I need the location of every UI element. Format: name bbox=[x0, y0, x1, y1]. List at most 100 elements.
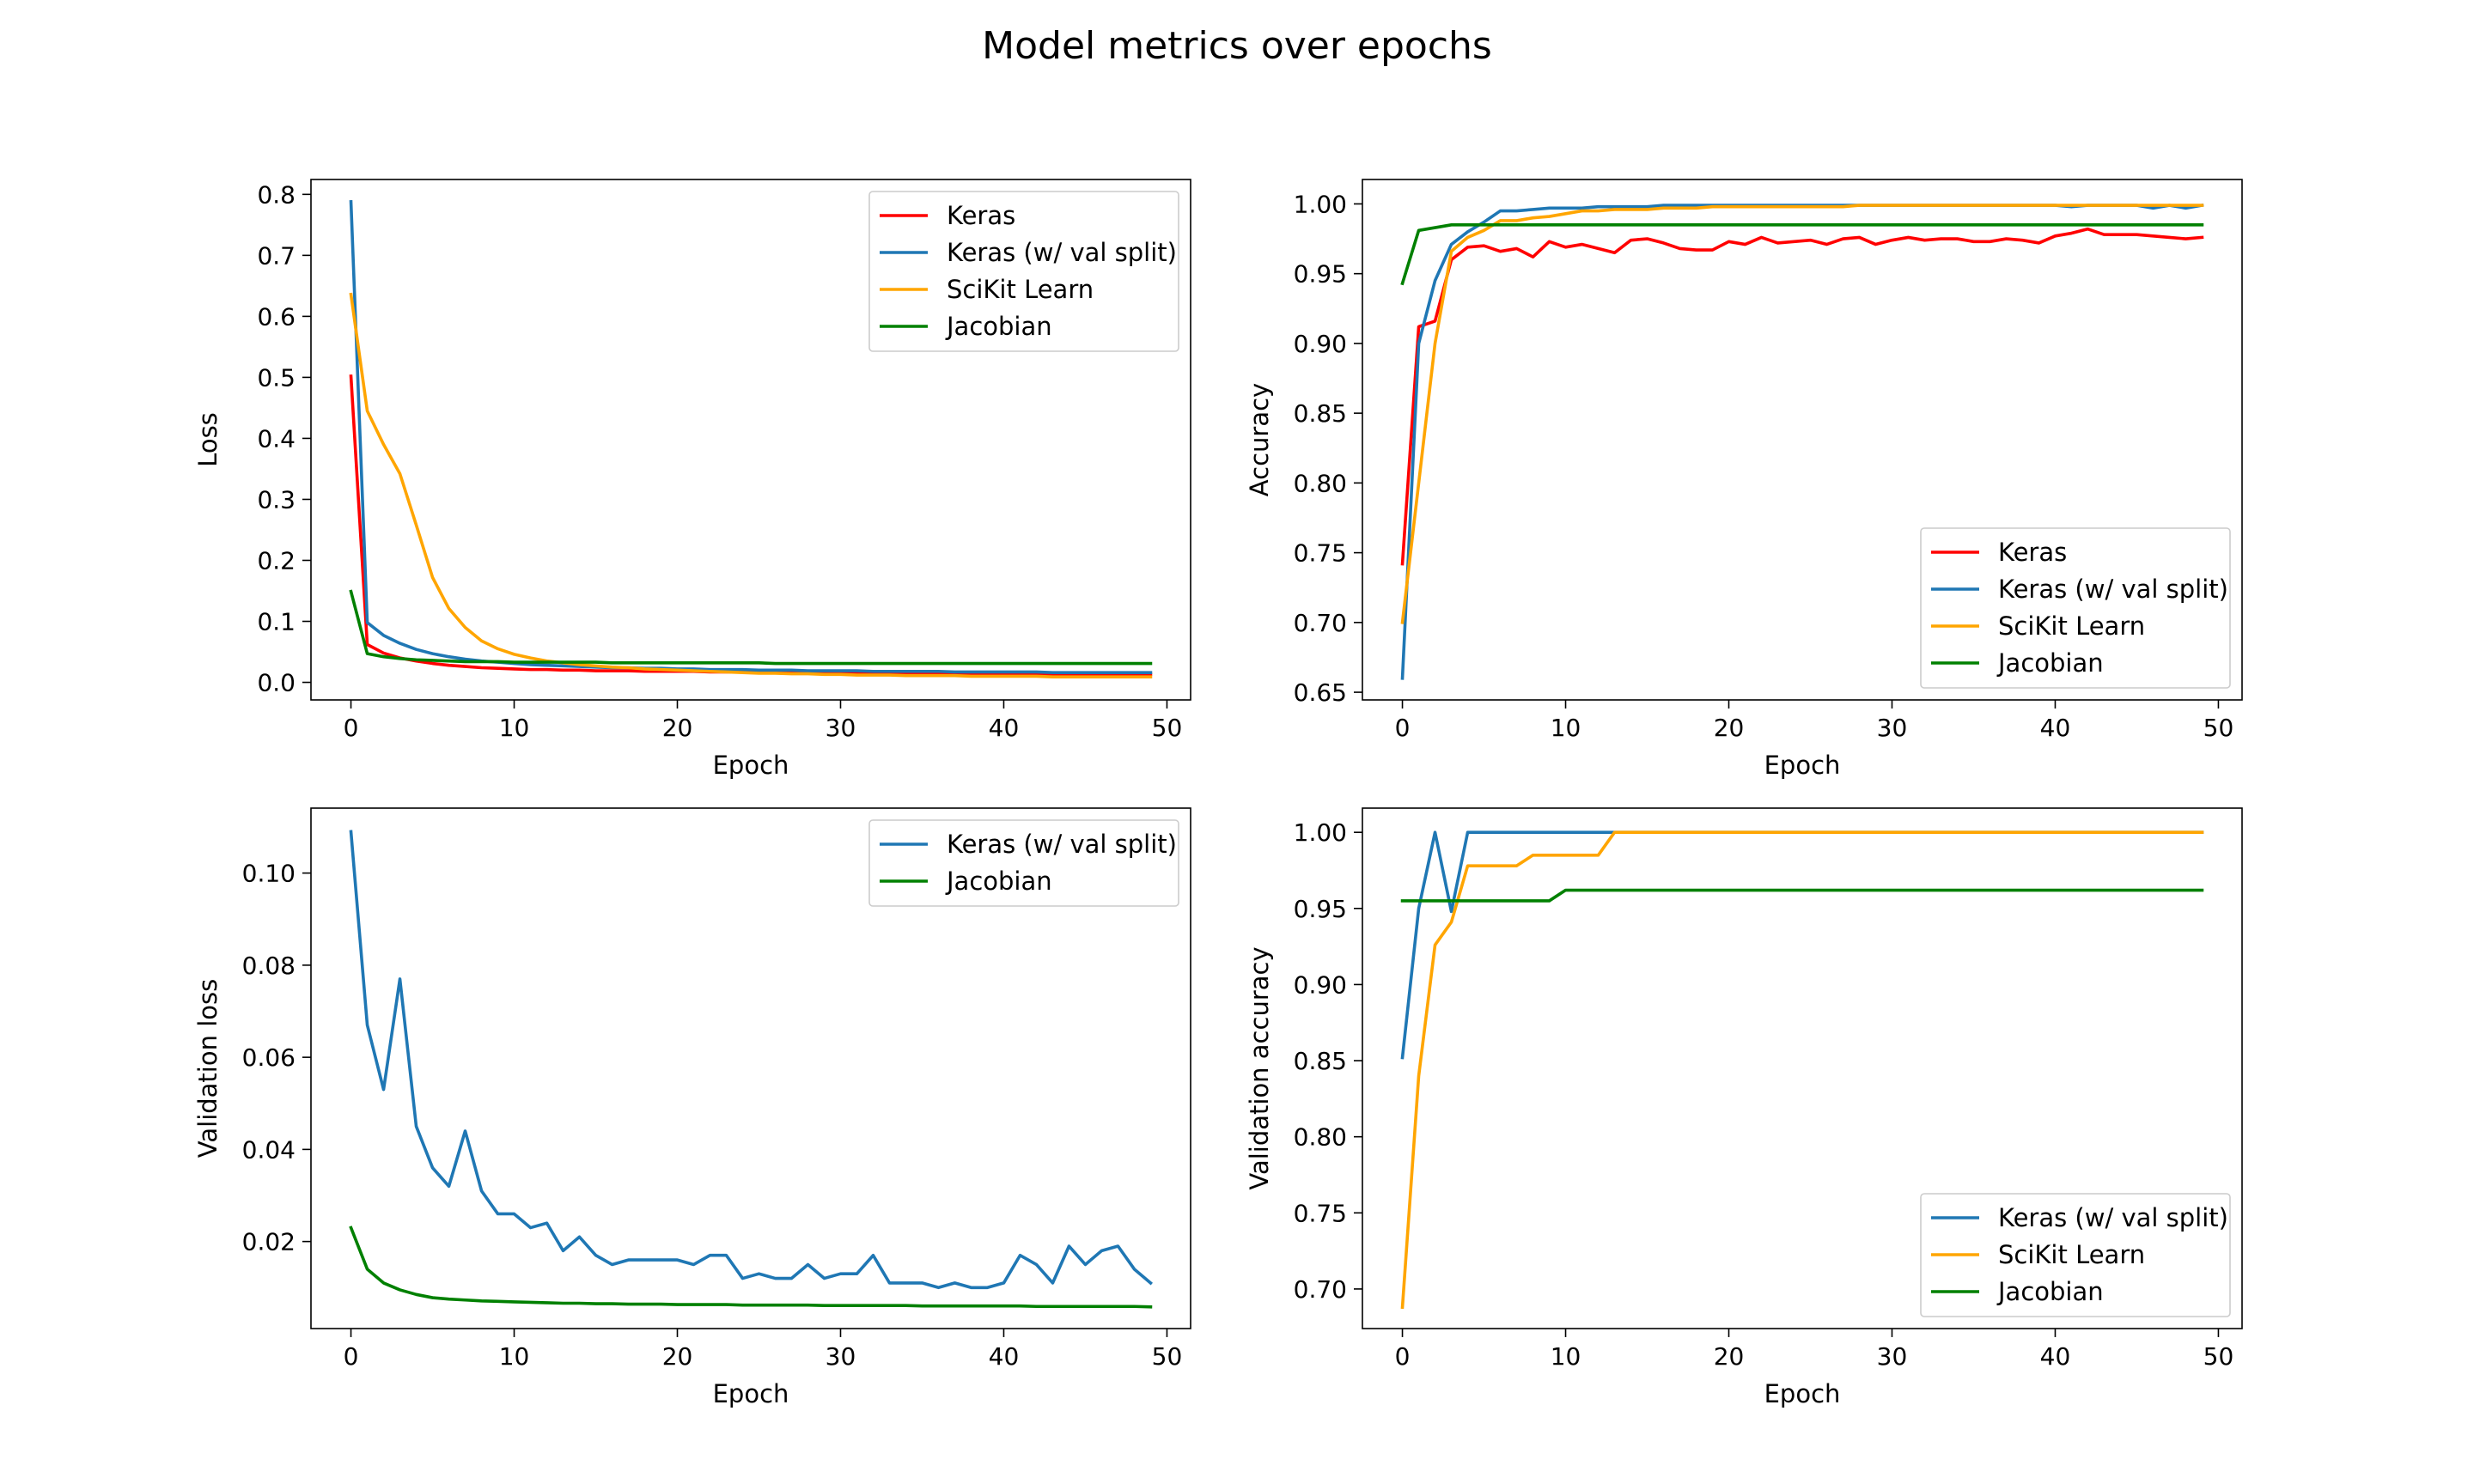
y-tick-label: 0.02 bbox=[242, 1228, 296, 1256]
legend-label: Keras (w/ val split) bbox=[1998, 575, 2228, 604]
y-tick-label: 1.00 bbox=[1294, 190, 1347, 218]
x-tick-label: 40 bbox=[989, 714, 1020, 742]
x-tick-label: 0 bbox=[344, 714, 359, 742]
x-tick-label: 30 bbox=[1877, 714, 1908, 742]
legend: Keras Keras (w/ val split) SciKit Learn Jac… bbox=[1920, 527, 2231, 689]
x-tick-label: 0 bbox=[1395, 714, 1411, 742]
y-tick-label: 0.4 bbox=[257, 424, 296, 453]
legend-box bbox=[1920, 527, 2231, 689]
x-tick-label: 0 bbox=[344, 1342, 359, 1371]
y-tick-label: 0.0 bbox=[257, 669, 296, 697]
legend-label: SciKit Learn bbox=[947, 275, 1094, 304]
series-line-jacobian bbox=[349, 1226, 1153, 1309]
legend-label: Keras bbox=[947, 201, 1015, 230]
x-tick-label: 20 bbox=[662, 1342, 693, 1371]
y-tick-label: 0.70 bbox=[1294, 1275, 1347, 1304]
x-tick-label: 30 bbox=[826, 714, 856, 742]
y-tick-label: 0.85 bbox=[1294, 399, 1347, 428]
x-tick-label: 30 bbox=[826, 1342, 856, 1371]
y-tick-label: 0.10 bbox=[242, 860, 296, 888]
y-tick-label: 0.85 bbox=[1294, 1047, 1347, 1075]
figure-title: Model metrics over epochs bbox=[982, 24, 1492, 68]
axes-frame bbox=[310, 807, 1191, 1329]
x-tick-label: 50 bbox=[2203, 1342, 2234, 1371]
legend-box bbox=[868, 819, 1179, 907]
legend: Keras Keras (w/ val split) SciKit Learn Jac… bbox=[868, 191, 1179, 352]
x-tick-label: 50 bbox=[1152, 1342, 1183, 1371]
legend: Keras (w/ val split) Jacobian bbox=[868, 819, 1179, 907]
subplot-loss: 0 10 20 30 40 50 0.0 0.1 0.2 0.3 0.4 0.5 0.6 0.7 0.8 Ep… bbox=[193, 179, 1191, 780]
x-tick-label: 10 bbox=[499, 1342, 530, 1371]
x-tick-label: 20 bbox=[1714, 1342, 1745, 1371]
x-axis-label: Epoch bbox=[1764, 751, 1841, 780]
legend-label: SciKit Learn bbox=[1998, 1240, 2145, 1269]
y-tick-label: 1.00 bbox=[1294, 818, 1347, 847]
x-tick-label: 20 bbox=[662, 714, 693, 742]
y-tick-label: 0.75 bbox=[1294, 539, 1347, 568]
y-tick-label: 0.95 bbox=[1294, 260, 1347, 289]
subplots: 0 10 20 30 40 50 0.0 0.1 0.2 0.3 0.4 0.5 0.6 0.7 0.8 Ep… bbox=[193, 179, 2243, 1408]
y-axis-label: Validation accuracy bbox=[1245, 946, 1274, 1189]
legend-label: Jacobian bbox=[1996, 1277, 2104, 1306]
y-tick-label: 0.80 bbox=[1294, 469, 1347, 497]
x-axis-label: Epoch bbox=[713, 1379, 789, 1408]
x-axis-label: Epoch bbox=[1764, 1379, 1841, 1408]
y-tick-label: 0.6 bbox=[257, 302, 296, 331]
y-tick-label: 0.95 bbox=[1294, 895, 1347, 923]
x-tick-label: 10 bbox=[499, 714, 530, 742]
x-tick-label: 10 bbox=[1551, 1342, 1581, 1371]
x-tick-label: 40 bbox=[2040, 1342, 2071, 1371]
y-tick-label: 0.04 bbox=[242, 1135, 296, 1164]
y-axis-label: Accuracy bbox=[1245, 383, 1274, 496]
legend-label: Keras (w/ val split) bbox=[1998, 1203, 2228, 1232]
y-tick-label: 0.90 bbox=[1294, 330, 1347, 358]
x-tick-label: 50 bbox=[2203, 714, 2234, 742]
series-line-scikit-learn bbox=[1400, 204, 2204, 624]
series-line-keras bbox=[1400, 227, 2204, 566]
legend-label: Jacobian bbox=[945, 312, 1052, 341]
x-tick-label: 0 bbox=[1395, 1342, 1411, 1371]
legend: Keras (w/ val split) SciKit Learn Jacobian bbox=[1920, 1193, 2231, 1317]
legend-label: Keras (w/ val split) bbox=[947, 830, 1177, 859]
legend-box bbox=[868, 191, 1179, 352]
y-tick-label: 0.75 bbox=[1294, 1199, 1347, 1227]
series-line-jacobian bbox=[1400, 222, 2204, 286]
legend-label: Keras (w/ val split) bbox=[947, 238, 1177, 267]
x-tick-label: 40 bbox=[2040, 714, 2071, 742]
axes-frame bbox=[1362, 807, 2243, 1329]
y-tick-label: 0.06 bbox=[242, 1043, 296, 1072]
series-line-keras-w-val-split bbox=[349, 830, 1153, 1290]
legend-label: Jacobian bbox=[945, 867, 1052, 896]
legend-label: Jacobian bbox=[1996, 648, 2104, 678]
x-tick-label: 20 bbox=[1714, 714, 1745, 742]
y-tick-label: 0.2 bbox=[257, 546, 296, 575]
series-line-jacobian bbox=[349, 589, 1153, 666]
x-axis-label: Epoch bbox=[713, 751, 789, 780]
series-line-scikit-learn bbox=[349, 292, 1153, 678]
y-tick-label: 0.5 bbox=[257, 363, 296, 392]
subplot-accuracy: 0 10 20 30 40 50 0.65 0.70 0.75 0.80 0.85 0.90 0.95 1… bbox=[1245, 179, 2243, 780]
y-tick-label: 0.90 bbox=[1294, 970, 1347, 999]
y-tick-label: 0.08 bbox=[242, 952, 296, 980]
x-tick-label: 30 bbox=[1877, 1342, 1908, 1371]
y-axis-label: Validation loss bbox=[193, 979, 222, 1158]
x-tick-label: 10 bbox=[1551, 714, 1581, 742]
x-tick-label: 50 bbox=[1152, 714, 1183, 742]
legend-label: SciKit Learn bbox=[1998, 611, 2145, 641]
y-tick-label: 0.7 bbox=[257, 241, 296, 270]
legend-label: Keras bbox=[1998, 538, 2067, 567]
subplot-val-accuracy: 0 10 20 30 40 50 0.70 0.75 0.80 0.85 0.90 0.95 1.00 E… bbox=[1245, 807, 2243, 1408]
series-line-jacobian bbox=[1400, 888, 2204, 903]
x-tick-label: 40 bbox=[989, 1342, 1020, 1371]
y-axis-label: Loss bbox=[193, 412, 222, 467]
y-tick-label: 0.65 bbox=[1294, 678, 1347, 707]
series-line-scikit-learn bbox=[1400, 830, 2204, 1310]
axes-frame bbox=[1362, 179, 2243, 701]
y-tick-label: 0.80 bbox=[1294, 1123, 1347, 1152]
y-tick-label: 0.8 bbox=[257, 180, 296, 209]
y-tick-label: 0.3 bbox=[257, 485, 296, 514]
axes-frame bbox=[310, 179, 1191, 701]
y-tick-label: 0.1 bbox=[257, 608, 296, 636]
y-tick-label: 0.70 bbox=[1294, 609, 1347, 637]
